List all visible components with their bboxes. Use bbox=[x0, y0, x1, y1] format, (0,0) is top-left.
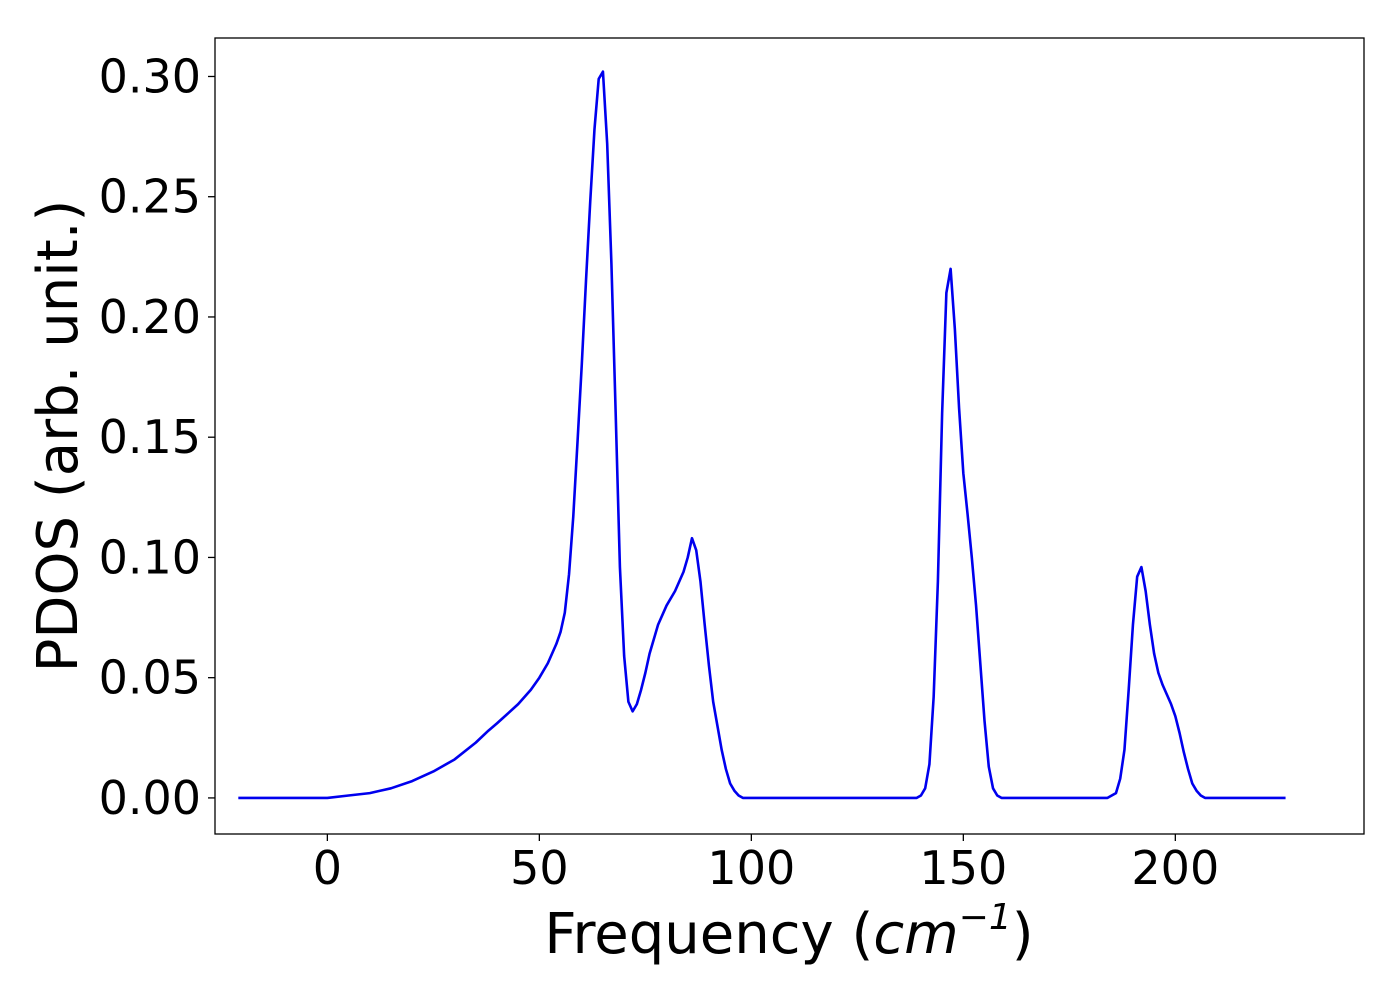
x-axis-title-exponent: −1 bbox=[959, 897, 1012, 938]
x-tick-label: 200 bbox=[1131, 841, 1219, 895]
series-layer bbox=[238, 70, 1286, 800]
x-axis-title-unit: cm bbox=[873, 902, 958, 967]
x-axis-title-suffix: ) bbox=[1012, 902, 1034, 967]
plot-frame bbox=[214, 37, 1365, 835]
y-tick-label: 0.10 bbox=[99, 530, 201, 584]
x-tick-label: 50 bbox=[510, 841, 569, 895]
y-tick-label: 0.05 bbox=[99, 651, 201, 705]
x-tick-label: 0 bbox=[313, 841, 342, 895]
y-tick-label: 0.20 bbox=[99, 290, 201, 344]
x-axis: 0 50 100 150 200 bbox=[313, 834, 1219, 895]
y-tick-label: 0.30 bbox=[99, 49, 201, 103]
y-axis: 0.00 0.05 0.10 0.15 0.20 0.25 0.30 bbox=[99, 49, 215, 825]
x-tick-label: 150 bbox=[919, 841, 1007, 895]
x-tick-label: 100 bbox=[707, 841, 795, 895]
y-tick-label: 0.15 bbox=[99, 410, 201, 464]
y-axis-title: PDOS (arb. unit.) bbox=[26, 200, 91, 673]
plot-background bbox=[215, 38, 1364, 834]
x-axis-title: Frequency (cm−1) bbox=[544, 897, 1033, 967]
series-line-0 bbox=[238, 70, 1286, 800]
y-tick-label: 0.00 bbox=[99, 771, 201, 825]
y-tick-label: 0.25 bbox=[99, 170, 201, 224]
x-axis-title-prefix: Frequency ( bbox=[544, 902, 873, 967]
